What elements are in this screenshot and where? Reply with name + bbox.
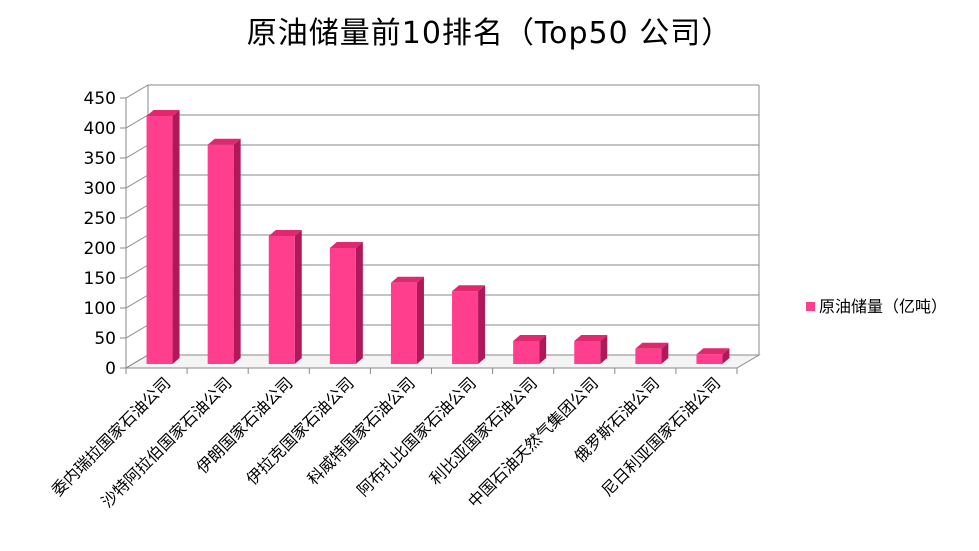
bar-front xyxy=(696,354,723,364)
x-tick-label: 委内瑞拉国家石油公司 xyxy=(48,373,175,500)
legend-swatch xyxy=(806,302,815,311)
y-axis-ticks: 0 50 100 150 200 250 300 350 400 450 xyxy=(84,89,126,379)
bar-front xyxy=(207,144,234,364)
gridline-side xyxy=(125,264,149,279)
bar-side xyxy=(416,276,424,364)
y-tick-label: 100 xyxy=(84,299,116,319)
bar-side xyxy=(294,230,302,364)
bar-top xyxy=(513,335,547,341)
y-tick-label: 450 xyxy=(84,89,116,109)
x-axis-labels: 委内瑞拉国家石油公司沙特阿拉伯国家石油公司伊朗国家石油公司伊拉克国家石油公司科威… xyxy=(48,368,738,511)
gridline-side xyxy=(125,174,149,189)
x-tick-label: 尼日利亚国家石油公司 xyxy=(598,373,725,500)
bar-top xyxy=(146,110,180,116)
bar-side xyxy=(478,285,486,364)
bar-front xyxy=(268,236,295,364)
bar-top xyxy=(574,335,608,341)
bar-top xyxy=(390,276,424,283)
bar-top xyxy=(207,138,241,145)
bar xyxy=(207,138,241,364)
bar xyxy=(146,110,180,364)
bar xyxy=(329,242,363,364)
y-tick-label: 150 xyxy=(84,269,116,289)
bar-top xyxy=(329,242,363,248)
bar-top xyxy=(635,342,669,349)
bar xyxy=(390,276,424,364)
bar-side xyxy=(539,335,547,364)
bar-side xyxy=(355,242,363,364)
bar-top xyxy=(268,230,302,236)
x-tick-label: 科威特国家石油公司 xyxy=(304,373,419,488)
y-tick-label: 0 xyxy=(105,359,116,379)
bar-front xyxy=(390,282,417,364)
gridline-side xyxy=(125,294,149,309)
bar-front xyxy=(635,348,662,364)
y-tick-label: 50 xyxy=(94,329,116,349)
y-tick-label: 350 xyxy=(84,149,116,169)
bar-side xyxy=(722,348,730,364)
bars xyxy=(146,110,730,364)
gridline-side xyxy=(125,144,149,159)
bar xyxy=(268,230,302,364)
gridline-side xyxy=(125,234,149,249)
bar-side xyxy=(172,110,180,364)
bar-side xyxy=(233,138,241,364)
legend-label: 原油储量（亿吨） xyxy=(819,297,947,316)
legend: 原油储量（亿吨） xyxy=(806,297,947,316)
y-tick-label: 300 xyxy=(84,179,116,199)
chart-title: 原油储量前10排名（Top50 公司） xyxy=(246,16,733,51)
x-tick-label: 伊拉克国家石油公司 xyxy=(242,373,357,488)
bar xyxy=(513,335,547,364)
bar-top xyxy=(452,285,486,292)
y-tick-label: 250 xyxy=(84,209,116,229)
bar-front xyxy=(146,116,173,364)
y-tick-label: 200 xyxy=(84,239,116,259)
bar xyxy=(452,285,486,364)
bar xyxy=(574,335,608,364)
bar-front xyxy=(452,291,479,364)
x-tick-label: 利比亚国家石油公司 xyxy=(426,373,541,488)
x-tick-label: 阿布扎比国家石油公司 xyxy=(353,373,480,500)
bar-front xyxy=(574,341,601,364)
gridline-side xyxy=(125,84,149,99)
bar xyxy=(696,348,730,364)
bar-front xyxy=(513,341,540,364)
bar-front xyxy=(329,248,356,364)
bar-side xyxy=(661,342,669,364)
gridline-side xyxy=(125,324,149,339)
gridline-side xyxy=(125,114,149,129)
bar-side xyxy=(600,335,608,364)
gridline-side xyxy=(125,204,149,219)
gridline-side xyxy=(125,354,149,369)
bar-top xyxy=(696,348,730,355)
bar xyxy=(635,342,669,364)
y-tick-label: 400 xyxy=(84,119,116,139)
